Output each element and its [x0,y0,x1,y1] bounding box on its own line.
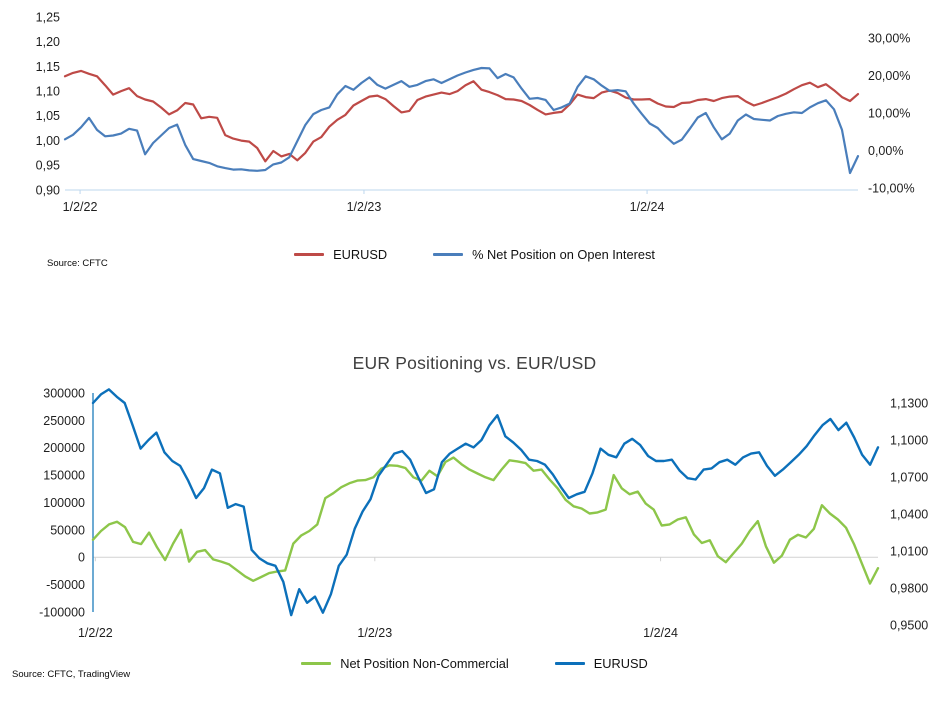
x-axis-tick-label: 1/2/24 [643,626,678,640]
x-axis-tick-label: 1/2/22 [78,626,113,640]
right-axis-tick-label: 0,9500 [890,618,928,632]
right-axis-tick-label: 0,00% [868,144,903,158]
right-axis-tick-label: 1,0400 [890,507,928,521]
legend-item-net-position-pct: % Net Position on Open Interest [433,247,655,262]
right-axis-tick-label: -10,00% [868,181,915,195]
left-axis-tick-label: 150000 [43,469,85,483]
right-axis-tick-label: 0,9800 [890,581,928,595]
right-axis-tick-label: 1,1000 [890,433,928,447]
bottom-chart: 300000 250000 200000 150000 100000 50000 0 -500… [39,386,928,640]
left-axis-tick-label: 1,00 [36,134,60,148]
x-axis-tick-label: 1/2/23 [357,626,392,640]
series-line--net-position-on-open-interest [63,66,860,175]
left-axis-tick-label: -50000 [46,578,85,592]
net-position-pct-line-swatch [433,253,464,256]
right-axis-tick-label: 30,00% [868,31,910,45]
left-axis-tick-label: 100000 [43,496,85,510]
right-axis-tick-label: 1,0100 [890,544,928,558]
left-axis-tick-label: 1,10 [36,85,60,99]
x-axis-tick-label: 1/2/24 [630,200,665,214]
series-line-net-position-non-commercial [91,456,880,585]
legend-label: Net Position Non-Commercial [340,656,509,671]
top-chart-source: Source: CFTC [47,258,108,269]
bottom-chart-source: Source: CFTC, TradingView [12,669,131,680]
legend-item-net-position-noncommercial: Net Position Non-Commercial [301,656,509,671]
series-line-eurusd [63,69,860,163]
left-axis-tick-label: 1,05 [36,109,60,123]
legend-label: EURUSD [333,247,388,262]
legend-item-eurusd: EURUSD [294,247,387,262]
left-axis-tick-label: 0 [78,551,85,565]
left-axis-tick-label: 1,15 [36,60,60,74]
net-position-line-swatch [301,662,332,665]
right-axis-tick-label: 20,00% [868,69,910,83]
left-axis-tick-label: 300000 [43,386,85,400]
left-axis-tick-label: 200000 [43,441,85,455]
left-axis-tick-label: 0,95 [36,159,60,173]
left-axis-tick-label: 250000 [43,414,85,428]
eurusd-line-swatch [294,253,325,256]
bottom-chart-title: EUR Positioning vs. EUR/USD [352,353,597,373]
series-line-eurusd [91,388,880,617]
top-chart-legend: EURUSD % Net Position on Open Interest [0,247,949,262]
left-axis-tick-label: 0,90 [36,183,60,197]
top-chart: 1,25 1,20 1,15 1,10 1,05 1,00 0,95 0,90 30,00% 20… [36,10,915,214]
bottom-chart-legend: Net Position Non-Commercial EURUSD [0,656,949,671]
left-axis-tick-label: -100000 [39,605,85,619]
x-axis-tick-label: 1/2/22 [63,200,98,214]
left-axis-tick-label: 1,20 [36,35,60,49]
eurusd-line-swatch-bottom [554,662,585,665]
right-axis-tick-label: 1,0700 [890,470,928,484]
right-axis-tick-label: 1,1300 [890,396,928,410]
x-axis-tick-label: 1/2/23 [347,200,382,214]
legend-label: EURUSD [593,656,648,671]
left-axis-tick-label: 50000 [50,523,85,537]
legend-label: % Net Position on Open Interest [472,247,655,262]
right-axis-tick-label: 10,00% [868,106,910,120]
legend-item-eurusd-bottom: EURUSD [554,656,648,671]
left-axis-tick-label: 1,25 [36,10,60,24]
